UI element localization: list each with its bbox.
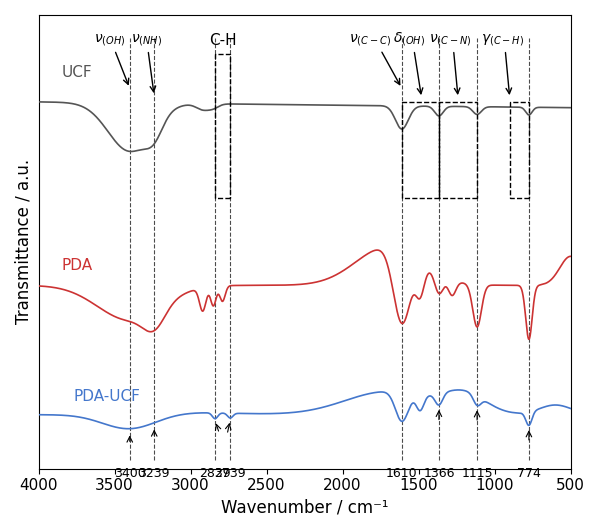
Text: UCF: UCF [61, 65, 92, 80]
Text: $\nu_{(C-N)}$: $\nu_{(C-N)}$ [429, 32, 472, 48]
Text: 3400: 3400 [114, 467, 146, 480]
Text: 1610: 1610 [386, 467, 418, 480]
Text: 2739: 2739 [214, 467, 246, 480]
Text: $\gamma_{(C-H)}$: $\gamma_{(C-H)}$ [481, 32, 524, 48]
Text: 1366: 1366 [423, 467, 455, 480]
Text: C-H: C-H [209, 33, 236, 48]
Text: 3239: 3239 [139, 467, 170, 480]
Text: 1115: 1115 [461, 467, 493, 480]
Text: $\nu_{(C-C)}$: $\nu_{(C-C)}$ [349, 32, 391, 48]
Text: PDA: PDA [61, 257, 92, 273]
Text: 774: 774 [517, 467, 541, 480]
Text: 2839: 2839 [199, 467, 231, 480]
Text: $\nu_{(OH)}$: $\nu_{(OH)}$ [94, 32, 126, 48]
Text: $\delta_{(OH)}$: $\delta_{(OH)}$ [394, 30, 425, 48]
Text: $\nu_{(NH)}$: $\nu_{(NH)}$ [131, 32, 162, 48]
Text: PDA-UCF: PDA-UCF [74, 389, 140, 404]
Y-axis label: Transmittance / a.u.: Transmittance / a.u. [15, 159, 33, 325]
X-axis label: Wavenumber / cm⁻¹: Wavenumber / cm⁻¹ [221, 499, 388, 517]
